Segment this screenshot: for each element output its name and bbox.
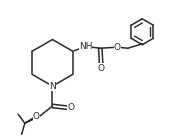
Text: O: O (114, 43, 121, 52)
Text: O: O (33, 112, 40, 121)
Text: NH: NH (79, 42, 92, 51)
Text: O: O (98, 64, 105, 73)
Text: N: N (49, 82, 56, 91)
Text: O: O (68, 103, 74, 112)
